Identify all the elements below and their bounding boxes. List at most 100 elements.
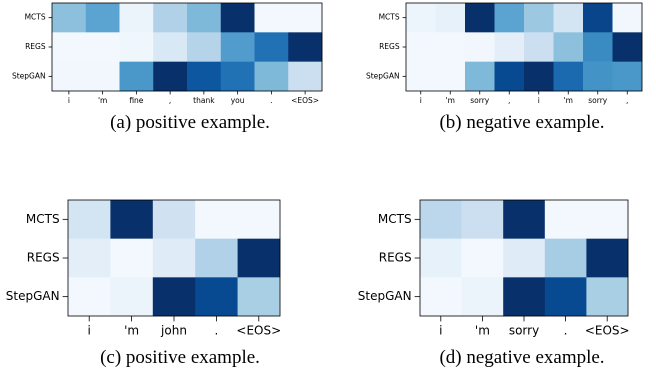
x-tick-label: i <box>538 96 540 105</box>
heatmap-cell-mcts-0 <box>420 200 462 239</box>
heatmap-cell-mcts-2 <box>465 3 495 33</box>
heatmap-cell-regs-6 <box>254 32 289 62</box>
heatmap-cell-regs-0 <box>52 32 87 62</box>
heatmap-cell-regs-2 <box>119 32 154 62</box>
heatmap-cell-mcts-5 <box>553 3 584 33</box>
heatmap-cell-stepgan-7 <box>288 61 323 92</box>
heatmap-cell-regs-4 <box>586 238 629 278</box>
heatmap-cell-regs-3 <box>544 238 587 278</box>
heatmap-cell-mcts-1 <box>461 200 504 239</box>
heatmap-cell-stepgan-1 <box>110 277 154 317</box>
heatmap-cell-mcts-6 <box>583 3 613 33</box>
heatmap-cell-stepgan-1 <box>85 61 120 92</box>
heatmap-cell-mcts-3 <box>153 3 188 33</box>
heatmap-cell-regs-1 <box>435 32 466 62</box>
heatmap-cell-mcts-4 <box>524 3 554 33</box>
heatmap-cell-mcts-4 <box>586 200 629 239</box>
y-tick-label: MCTS <box>25 13 46 22</box>
heatmap-cell-stepgan-3 <box>195 277 238 317</box>
heatmap-panel-a: MCTS REGS StepGAN i 'm fine, thank you. <EOS> (a)… <box>12 2 323 133</box>
x-tick-label: john <box>160 323 187 337</box>
x-tick-label: 'm <box>446 96 455 105</box>
heatmap-cell-stepgan-4 <box>237 277 281 317</box>
y-tick-label: REGS <box>379 251 412 265</box>
x-tick-label: <EOS> <box>291 96 319 105</box>
heatmap-cell-regs-2 <box>465 32 495 62</box>
x-tick-label: i <box>420 96 422 105</box>
x-tick-label: i <box>439 323 442 337</box>
y-tick-label: REGS <box>27 251 60 265</box>
x-tick-label: sorry <box>588 96 608 105</box>
heatmap-cell-stepgan-0 <box>68 277 111 317</box>
heatmap-cell-stepgan-0 <box>406 61 436 92</box>
heatmap-cell-mcts-1 <box>85 3 120 33</box>
heatmap-cell-mcts-3 <box>195 200 238 239</box>
heatmap-cell-stepgan-4 <box>586 277 629 317</box>
heatmap-cell-stepgan-5 <box>220 61 255 92</box>
heatmap-cell-mcts-7 <box>288 3 323 33</box>
heatmap-cell-mcts-6 <box>254 3 289 33</box>
x-tick-label: i <box>88 323 91 337</box>
x-tick-label: sorry <box>470 96 490 105</box>
y-tick-label: StepGAN <box>12 71 46 80</box>
x-tick-label: 'm <box>564 96 573 105</box>
heatmap-cell-regs-7 <box>288 32 323 62</box>
y-tick-label: REGS <box>25 42 46 51</box>
heatmap-cell-stepgan-2 <box>119 61 154 92</box>
heatmap-cell-stepgan-4 <box>524 61 554 92</box>
heatmap-cell-mcts-5 <box>220 3 255 33</box>
y-tick-label: REGS <box>379 42 400 51</box>
heatmap-cell-regs-4 <box>524 32 554 62</box>
panel-caption: (b) negative example. <box>439 112 604 133</box>
heatmap-cell-regs-1 <box>461 238 504 278</box>
heatmap-cell-mcts-0 <box>406 3 436 33</box>
x-tick-label: 'm <box>98 96 107 105</box>
heatmap-cell-regs-3 <box>494 32 525 62</box>
heatmap-cell-regs-1 <box>110 238 154 278</box>
heatmap-cell-regs-4 <box>237 238 281 278</box>
heatmap-cell-mcts-0 <box>52 3 87 33</box>
heatmap-cell-regs-5 <box>553 32 584 62</box>
heatmap-cell-mcts-2 <box>503 200 546 239</box>
heatmap-cell-stepgan-0 <box>420 277 462 317</box>
heatmap-cell-stepgan-3 <box>544 277 587 317</box>
x-tick-label: <EOS> <box>585 323 630 337</box>
heatmap-cell-stepgan-7 <box>612 61 643 92</box>
x-tick-label: sorry <box>509 323 539 337</box>
y-tick-label: StepGAN <box>366 71 400 80</box>
heatmap-cell-regs-6 <box>583 32 613 62</box>
y-tick-label: StepGAN <box>6 289 60 303</box>
heatmap-cell-regs-2 <box>152 238 196 278</box>
heatmap-cell-regs-0 <box>406 32 436 62</box>
panel-caption: (c) positive example. <box>100 347 260 368</box>
y-tick-label: StepGAN <box>358 289 412 303</box>
panel-caption: (d) negative example. <box>439 347 604 368</box>
heatmap-cell-regs-5 <box>220 32 255 62</box>
heatmap-cell-mcts-2 <box>119 3 154 33</box>
x-tick-label: , <box>169 96 171 105</box>
heatmap-cell-stepgan-6 <box>583 61 613 92</box>
heatmap-cell-mcts-4 <box>187 3 222 33</box>
heatmap-cell-mcts-1 <box>110 200 154 239</box>
panel-caption: (a) positive example. <box>110 112 270 133</box>
x-tick-label: <EOS> <box>236 323 281 337</box>
y-tick-label: MCTS <box>378 212 412 226</box>
heatmap-cell-mcts-4 <box>237 200 281 239</box>
heatmap-cell-mcts-1 <box>435 3 466 33</box>
heatmap-panel-d: MCTS REGS StepGAN i 'm sorry. <EOS> (d) negativ… <box>358 199 630 368</box>
heatmap-cell-stepgan-3 <box>494 61 525 92</box>
y-tick-label: MCTS <box>379 13 400 22</box>
heatmap-panel-c: MCTS REGS StepGAN i 'm john. <EOS> (c) positive… <box>6 199 281 368</box>
heatmap-cell-stepgan-3 <box>153 61 188 92</box>
heatmap-cell-mcts-3 <box>494 3 525 33</box>
heatmap-cell-regs-0 <box>68 238 111 278</box>
heatmap-cell-stepgan-2 <box>152 277 196 317</box>
heatmap-cell-stepgan-1 <box>435 61 466 92</box>
heatmap-cell-stepgan-6 <box>254 61 289 92</box>
heatmap-cell-mcts-7 <box>612 3 643 33</box>
heatmap-cell-regs-3 <box>195 238 238 278</box>
heatmap-cell-stepgan-0 <box>52 61 87 92</box>
x-tick-label: . <box>214 323 218 337</box>
heatmap-cell-stepgan-2 <box>503 277 546 317</box>
